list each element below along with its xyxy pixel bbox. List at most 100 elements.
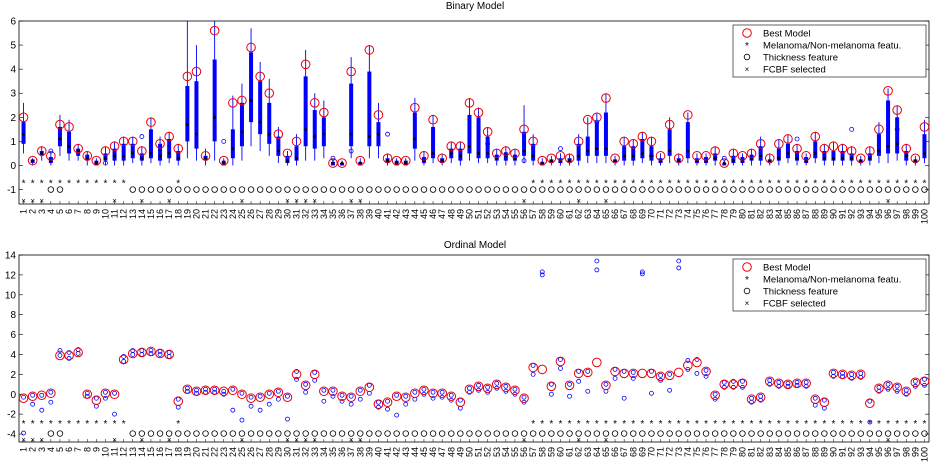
thickness-feature-marker bbox=[475, 430, 482, 437]
model-point-upper bbox=[621, 368, 627, 374]
model-point-lower bbox=[558, 365, 563, 371]
box bbox=[321, 117, 326, 147]
thickness-feature-marker bbox=[502, 430, 510, 437]
thickness-feature-marker bbox=[584, 186, 591, 193]
model-point-upper bbox=[266, 390, 272, 396]
melanoma-feature-marker: * bbox=[668, 178, 672, 189]
thickness-feature-marker bbox=[56, 186, 64, 193]
thickness-feature-marker bbox=[875, 186, 883, 193]
model-point-upper bbox=[112, 390, 117, 396]
x-tick-label: 84 bbox=[774, 447, 784, 457]
x-tick-label: 71 bbox=[656, 447, 666, 457]
model-point-upper bbox=[794, 379, 800, 385]
thickness-feature-marker bbox=[347, 430, 355, 437]
x-tick-label: 85 bbox=[783, 447, 793, 457]
x-tick-label: 44 bbox=[410, 447, 420, 457]
melanoma-feature-marker: * bbox=[31, 178, 35, 189]
thickness-feature-marker bbox=[884, 186, 892, 193]
outlier-point bbox=[594, 119, 600, 125]
best-model-point bbox=[764, 153, 775, 164]
x-tick-label: 16 bbox=[155, 447, 165, 457]
melanoma-feature-marker: * bbox=[85, 178, 89, 189]
y-tick-label: 2 bbox=[10, 370, 16, 381]
thickness-feature-marker bbox=[830, 430, 837, 437]
x-tick-label: 93 bbox=[856, 209, 866, 219]
fcbf-selected-marker: × bbox=[312, 196, 317, 205]
median-dot bbox=[832, 156, 835, 160]
x-tick-label: 39 bbox=[364, 447, 374, 457]
thickness-feature-marker bbox=[611, 186, 619, 193]
median-dot bbox=[404, 161, 408, 165]
melanoma-feature-marker: * bbox=[859, 419, 863, 430]
median-dot bbox=[240, 130, 244, 134]
model-point-upper bbox=[903, 387, 909, 393]
median-dot bbox=[586, 149, 590, 153]
y-tick-label: 3 bbox=[10, 89, 16, 100]
best-model-point bbox=[36, 146, 47, 156]
thickness-feature-marker bbox=[529, 186, 537, 193]
model-point-upper bbox=[57, 348, 63, 353]
melanoma-feature-marker: * bbox=[904, 419, 908, 430]
best-model-point bbox=[673, 153, 684, 164]
x-tick-label: 58 bbox=[537, 447, 547, 457]
melanoma-feature-marker: * bbox=[568, 178, 572, 189]
thickness-feature-marker bbox=[293, 430, 300, 437]
model-point-lower bbox=[539, 272, 545, 278]
best-model-point bbox=[237, 389, 247, 400]
fcbf-selected-marker: × bbox=[886, 436, 891, 445]
y-tick-label: -1 bbox=[7, 185, 16, 196]
box bbox=[795, 151, 800, 161]
fcbf-selected-marker: × bbox=[349, 436, 354, 445]
melanoma-feature-marker: * bbox=[622, 419, 626, 430]
best-model-point bbox=[501, 382, 511, 393]
best-model-point bbox=[118, 354, 129, 365]
melanoma-feature-marker: * bbox=[750, 178, 754, 189]
x-tick-label: 99 bbox=[910, 209, 920, 219]
median-dot bbox=[276, 149, 280, 153]
x-tick-label: 68 bbox=[628, 447, 638, 457]
model-point-lower bbox=[39, 407, 45, 413]
box bbox=[303, 76, 308, 147]
x-tick-label: 14 bbox=[137, 447, 147, 457]
thickness-feature-marker bbox=[711, 430, 719, 437]
median-dot bbox=[640, 152, 644, 155]
median-dot bbox=[477, 152, 480, 155]
thickness-feature-marker bbox=[602, 430, 610, 437]
model-point-lower bbox=[212, 389, 218, 395]
best-model-point bbox=[255, 71, 265, 82]
thickness-feature-marker bbox=[903, 430, 910, 437]
melanoma-feature-marker: * bbox=[868, 419, 872, 430]
model-point-lower bbox=[103, 395, 108, 401]
legend-thickness-symbol bbox=[743, 287, 751, 295]
model-point-upper bbox=[39, 392, 45, 398]
model-point-upper bbox=[139, 348, 145, 353]
model-point-upper bbox=[312, 369, 318, 375]
model-point-upper bbox=[257, 393, 263, 399]
x-tick-label: 42 bbox=[392, 447, 402, 457]
model-point-upper bbox=[639, 269, 645, 275]
x-tick-label: 60 bbox=[555, 447, 565, 457]
best-model-point bbox=[419, 385, 429, 396]
median-dot bbox=[886, 144, 890, 148]
median-dot bbox=[522, 149, 526, 153]
y-tick-label: 8 bbox=[10, 310, 16, 321]
melanoma-feature-marker: * bbox=[613, 178, 617, 189]
model-point-upper bbox=[685, 358, 691, 363]
median-dot bbox=[795, 156, 799, 160]
box bbox=[631, 146, 636, 161]
median-dot bbox=[631, 154, 635, 158]
best-model-point bbox=[555, 356, 566, 367]
best-model-point bbox=[810, 131, 821, 142]
legend-box bbox=[732, 24, 927, 78]
thickness-feature-marker bbox=[448, 430, 455, 437]
thickness-feature-marker bbox=[302, 430, 309, 437]
melanoma-feature-marker: * bbox=[40, 178, 44, 189]
thickness-feature-marker bbox=[730, 186, 737, 193]
best-model-point bbox=[628, 139, 639, 149]
thickness-feature-marker bbox=[256, 186, 264, 193]
thickness-feature-marker bbox=[411, 430, 419, 437]
x-tick-label: 12 bbox=[119, 447, 129, 457]
thickness-feature-marker bbox=[702, 186, 710, 193]
model-point-upper bbox=[166, 350, 172, 355]
best-model-point bbox=[118, 136, 129, 147]
